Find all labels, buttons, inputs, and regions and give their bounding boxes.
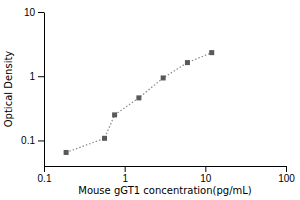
x-tick-mark [44, 166, 45, 172]
x-tick: 10 [200, 166, 212, 184]
y-tick-label: 10 [24, 7, 36, 18]
y-tick: 1 [29, 71, 44, 82]
marker [185, 60, 190, 65]
x-tick-label: 100 [278, 173, 295, 184]
y-tick-label: 0.1 [21, 135, 35, 146]
x-axis: 0.1 1 10 100 [38, 166, 296, 184]
line [66, 53, 212, 153]
plot-area: 0.11101000.1110Mouse gGT1 concentration(… [3, 7, 295, 196]
marker [64, 150, 69, 155]
x-tick-mark [205, 166, 206, 172]
y-tick-mark [38, 12, 44, 13]
marker [209, 50, 214, 55]
x-tick: 1 [122, 166, 128, 184]
y-tick-mark [38, 140, 44, 141]
x-axis-title: Mouse gGT1 concentration(pg/mL) [78, 185, 252, 196]
x-tick-label: 10 [200, 173, 212, 184]
x-tick: 100 [278, 166, 295, 184]
x-tick-label: 0.1 [38, 173, 52, 184]
chart: 0.11101000.1110Mouse gGT1 concentration(… [0, 0, 300, 200]
marker [161, 75, 166, 80]
x-tick-label: 1 [122, 173, 128, 184]
y-axis-line [44, 13, 45, 167]
y-tick-label: 1 [29, 71, 35, 82]
y-tick-mark [38, 76, 44, 77]
x-axis-line [45, 166, 287, 167]
y-tick: 0.1 [21, 135, 44, 146]
marker [136, 95, 141, 100]
marker [102, 136, 107, 141]
x-tick: 0.1 [38, 166, 52, 184]
series [64, 50, 215, 155]
x-tick-mark [286, 166, 287, 172]
y-axis: 0.1 1 10 [21, 7, 44, 167]
y-tick: 10 [24, 7, 44, 18]
y-axis-title: Optical Density [3, 51, 14, 128]
x-tick-mark [125, 166, 126, 172]
marker [112, 112, 117, 117]
